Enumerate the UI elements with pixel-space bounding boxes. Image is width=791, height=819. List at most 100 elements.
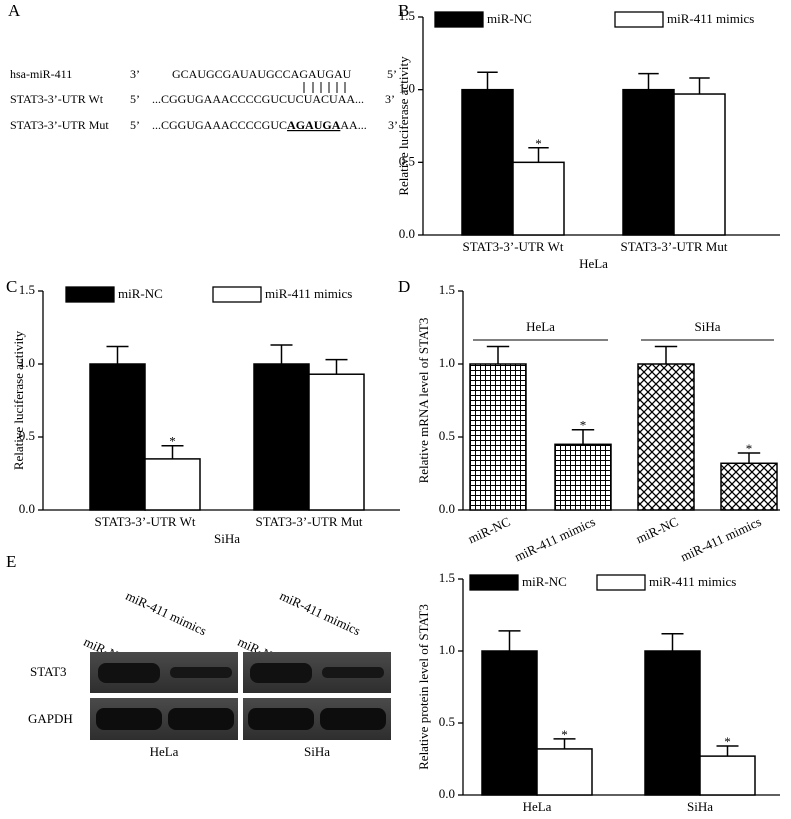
y-tick-label: 0.5 bbox=[19, 428, 35, 443]
cell-line-label: SiHa bbox=[304, 744, 330, 759]
sequence-part: GCAUGCGAUAUGCCAGAUGAU bbox=[172, 67, 352, 81]
significance-mark: * bbox=[169, 434, 176, 449]
bar bbox=[554, 443, 612, 511]
bar bbox=[536, 748, 593, 796]
x-tick-label: miR-411 mimics bbox=[678, 514, 763, 564]
pairing-lines bbox=[303, 82, 346, 93]
x-tick-label: STAT3-3’-UTR Mut bbox=[621, 239, 728, 254]
panel-label: E bbox=[6, 552, 16, 571]
bar bbox=[461, 88, 514, 236]
bar bbox=[637, 363, 695, 511]
sequence-part: ...CGGUGAAACCCCGUC bbox=[152, 118, 287, 132]
row-end: 3’ bbox=[388, 118, 398, 132]
legend-swatch bbox=[596, 574, 646, 591]
y-tick-label: 0.5 bbox=[439, 428, 455, 443]
western-blot: miR-NC miR-411 mimics miR-NC miR-411 mim… bbox=[28, 588, 391, 759]
bar bbox=[308, 373, 365, 511]
legend-label: miR-411 mimics bbox=[667, 11, 754, 26]
x-tick-label: STAT3-3’-UTR Wt bbox=[463, 239, 564, 254]
row-end: 3’ bbox=[130, 67, 140, 81]
legend-label: miR-NC bbox=[118, 286, 163, 301]
x-tick-label: HeLa bbox=[523, 799, 552, 814]
y-tick-label: 1.0 bbox=[439, 355, 455, 370]
legend-label: miR-NC bbox=[522, 574, 567, 589]
row-end: 5’ bbox=[130, 118, 140, 132]
y-tick-label: 1.0 bbox=[439, 642, 455, 657]
row-name: STAT3-3’-UTR Wt bbox=[10, 92, 104, 106]
bar bbox=[673, 93, 726, 236]
y-tick-label: 1.0 bbox=[19, 355, 35, 370]
bar bbox=[699, 755, 756, 796]
bar bbox=[622, 88, 675, 236]
cell-line-label: HeLa bbox=[150, 744, 179, 759]
y-tick-label: 0.5 bbox=[439, 714, 455, 729]
y-axis-label: Relative luciferase activity bbox=[11, 330, 26, 470]
bar bbox=[720, 462, 778, 511]
band bbox=[250, 663, 312, 683]
sequence-part: ...CGGUGAAACCCCGUCUCUACUAA... bbox=[152, 92, 364, 106]
bar bbox=[481, 650, 538, 796]
band bbox=[98, 663, 160, 683]
x-tick-label: miR-NC bbox=[634, 514, 681, 547]
band bbox=[248, 708, 314, 730]
band bbox=[168, 708, 234, 730]
legend-label: miR-NC bbox=[487, 11, 532, 26]
band bbox=[322, 667, 384, 678]
x-tick-label: SiHa bbox=[687, 799, 713, 814]
y-tick-label: 1.0 bbox=[399, 81, 415, 96]
x-tick-label: STAT3-3’-UTR Mut bbox=[256, 514, 363, 529]
legend-swatch bbox=[469, 574, 519, 591]
lane-label: miR-411 mimics bbox=[277, 588, 362, 638]
band bbox=[320, 708, 386, 730]
x-tick-label: STAT3-3’-UTR Wt bbox=[95, 514, 196, 529]
bar bbox=[253, 363, 310, 511]
sequence: ...CGGUGAAACCCCGUCUCUACUAA... bbox=[152, 92, 364, 106]
bar bbox=[89, 363, 146, 511]
y-axis-label: Relative luciferase activity bbox=[396, 56, 411, 196]
bar bbox=[144, 458, 201, 511]
panel-label: B bbox=[398, 1, 409, 20]
sequence-part: AA... bbox=[340, 118, 366, 132]
band bbox=[170, 667, 232, 678]
row-name: STAT3-3’-UTR Mut bbox=[10, 118, 109, 132]
y-axis-label: Relative mRNA level of STAT3 bbox=[416, 318, 431, 484]
legend-swatch bbox=[212, 286, 262, 303]
y-tick-label: 1.5 bbox=[439, 282, 455, 297]
significance-mark: * bbox=[561, 727, 568, 742]
legend-swatch bbox=[434, 11, 484, 28]
row-name: hsa-miR-411 bbox=[10, 67, 72, 81]
alignment: hsa-miR-411 3’ GCAUGCGAUAUGCCAGAUGAU 5’ … bbox=[10, 67, 398, 132]
legend-label: miR-411 mimics bbox=[649, 574, 736, 589]
y-tick-label: 0.0 bbox=[399, 226, 415, 241]
row-end: 5’ bbox=[387, 67, 397, 81]
panel-label: C bbox=[6, 277, 17, 296]
sequence: GCAUGCGAUAUGCCAGAUGAU bbox=[172, 67, 352, 81]
x-tick-label: miR-411 mimics bbox=[512, 514, 597, 564]
bar bbox=[644, 650, 701, 796]
protein-label: GAPDH bbox=[28, 711, 73, 726]
x-tick-label: miR-NC bbox=[466, 514, 513, 547]
row-end: 5’ bbox=[130, 92, 140, 106]
y-tick-label: 1.5 bbox=[439, 570, 455, 585]
panel-label: D bbox=[398, 277, 410, 296]
y-tick-label: 1.5 bbox=[19, 282, 35, 297]
protein-label: STAT3 bbox=[30, 664, 67, 679]
y-tick-label: 1.5 bbox=[399, 8, 415, 23]
bar bbox=[469, 363, 527, 511]
sequence: ...CGGUGAAACCCCGUCAGAUGAAA... bbox=[152, 118, 367, 132]
y-tick-label: 0.0 bbox=[439, 501, 455, 516]
lane-label: miR-411 mimics bbox=[123, 588, 208, 638]
legend-swatch bbox=[65, 286, 115, 303]
significance-mark: * bbox=[535, 136, 542, 151]
significance-mark: * bbox=[580, 418, 587, 433]
x-axis-label: SiHa bbox=[214, 531, 240, 546]
significance-mark: * bbox=[724, 734, 731, 749]
x-axis-label: HeLa bbox=[579, 256, 608, 271]
band bbox=[96, 708, 162, 730]
significance-mark: * bbox=[746, 441, 753, 456]
row-end: 3’ bbox=[385, 92, 395, 106]
mutation: AGAUGA bbox=[287, 118, 341, 132]
legend-swatch bbox=[614, 11, 664, 28]
